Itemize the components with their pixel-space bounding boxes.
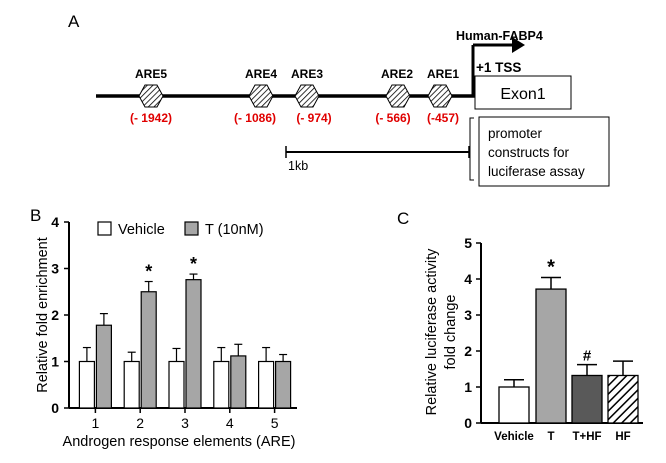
tss-label: +1 TSS bbox=[476, 60, 521, 75]
significance-marker: * bbox=[190, 254, 197, 274]
panel-c-label: C bbox=[397, 209, 409, 228]
note-line-2: constructs for bbox=[488, 145, 570, 160]
panel-a: A Human-FABP4 +1 TSS Exon1 ARE5 (- 1942)… bbox=[68, 12, 610, 187]
y-tick-label: 1 bbox=[464, 379, 472, 395]
bar bbox=[571, 374, 603, 424]
are-hexagon-icon bbox=[294, 84, 320, 108]
are-label: ARE2 bbox=[381, 67, 413, 81]
y-tick-label: 2 bbox=[464, 343, 472, 359]
legend-swatch bbox=[97, 221, 112, 236]
are-position: (- 974) bbox=[296, 111, 331, 125]
panel-c-chart: C Relative luciferase activity fold chan… bbox=[397, 209, 643, 443]
x-tick-label: 1 bbox=[92, 415, 100, 431]
note-line-3: luciferase assay bbox=[488, 164, 585, 179]
tss-arrow-icon bbox=[471, 37, 525, 96]
are-hexagon-icon bbox=[427, 84, 453, 108]
bar bbox=[498, 386, 530, 424]
x-tick-label: 2 bbox=[136, 415, 144, 431]
panel-a-label: A bbox=[68, 12, 80, 31]
are-label: ARE3 bbox=[291, 67, 323, 81]
exon1-box bbox=[474, 75, 572, 110]
are4: ARE4 (- 1086) bbox=[234, 67, 277, 125]
x-tick-label: HF bbox=[615, 431, 630, 443]
significance-marker: * bbox=[145, 262, 152, 282]
are-label: ARE5 bbox=[135, 67, 167, 81]
y-tick-label: 5 bbox=[464, 235, 472, 251]
bar bbox=[78, 360, 96, 409]
are-position: (- 1942) bbox=[130, 111, 172, 125]
y-tick-label: 0 bbox=[51, 400, 59, 416]
scale-bar: 1kb bbox=[285, 146, 470, 173]
legend-label: T (10nM) bbox=[205, 222, 264, 238]
panel-b-label: B bbox=[30, 206, 41, 225]
x-tick-label: 4 bbox=[226, 415, 234, 431]
gene-name: Human-FABP4 bbox=[456, 29, 543, 43]
y-axis-label-line-1: Relative luciferase activity bbox=[424, 248, 440, 416]
bar bbox=[213, 360, 230, 409]
x-tick-label: T bbox=[547, 431, 554, 443]
bar bbox=[607, 374, 639, 424]
are-position: (-457) bbox=[427, 111, 459, 125]
are-hexagon-icon bbox=[248, 84, 274, 108]
are-position: (- 566) bbox=[375, 111, 410, 125]
bar bbox=[275, 360, 292, 409]
x-tick-label: 5 bbox=[271, 415, 279, 431]
x-tick-label: T+HF bbox=[572, 431, 601, 443]
promoter-note-box bbox=[478, 116, 610, 187]
panel-b-chart: B Relative fold enrichment Androgen resp… bbox=[30, 206, 297, 450]
bar bbox=[95, 324, 113, 409]
are-label: ARE1 bbox=[427, 67, 459, 81]
y-tick-label: 0 bbox=[464, 415, 472, 431]
significance-marker: # bbox=[583, 348, 592, 365]
bar bbox=[258, 360, 275, 409]
bar bbox=[535, 288, 567, 424]
y-tick-label: 3 bbox=[464, 307, 472, 323]
bar bbox=[168, 360, 185, 409]
x-tick-label: Vehicle bbox=[494, 431, 534, 443]
bracket bbox=[469, 117, 474, 181]
legend-label: Vehicle bbox=[118, 222, 165, 238]
bar bbox=[230, 355, 247, 409]
are5: ARE5 (- 1942) bbox=[130, 67, 172, 125]
bar bbox=[140, 291, 157, 409]
are1: ARE1 (-457) bbox=[427, 67, 459, 125]
are-label: ARE4 bbox=[245, 67, 277, 81]
bar bbox=[123, 360, 140, 409]
x-tick-label: 3 bbox=[181, 415, 189, 431]
bar bbox=[185, 279, 202, 409]
y-tick-label: 4 bbox=[464, 271, 472, 287]
y-tick-label: 3 bbox=[51, 261, 59, 277]
are3: ARE3 (- 974) bbox=[291, 67, 332, 125]
y-tick-label: 4 bbox=[51, 214, 59, 230]
x-axis-label: Androgen response elements (ARE) bbox=[63, 434, 296, 450]
y-axis-label-line-2: fold change bbox=[443, 295, 459, 370]
are2: ARE2 (- 566) bbox=[375, 67, 413, 125]
are-position: (- 1086) bbox=[234, 111, 276, 125]
y-tick-label: 2 bbox=[51, 307, 59, 323]
y-tick-label: 1 bbox=[51, 354, 59, 370]
are-hexagon-icon bbox=[385, 84, 411, 108]
exon1-label: Exon1 bbox=[500, 86, 545, 103]
legend-swatch bbox=[184, 221, 199, 236]
significance-marker: * bbox=[547, 257, 555, 279]
are-hexagon-icon bbox=[138, 84, 164, 108]
note-line-1: promoter bbox=[488, 126, 543, 141]
y-axis-label: Relative fold enrichment bbox=[35, 237, 51, 393]
scale-label: 1kb bbox=[288, 159, 308, 173]
